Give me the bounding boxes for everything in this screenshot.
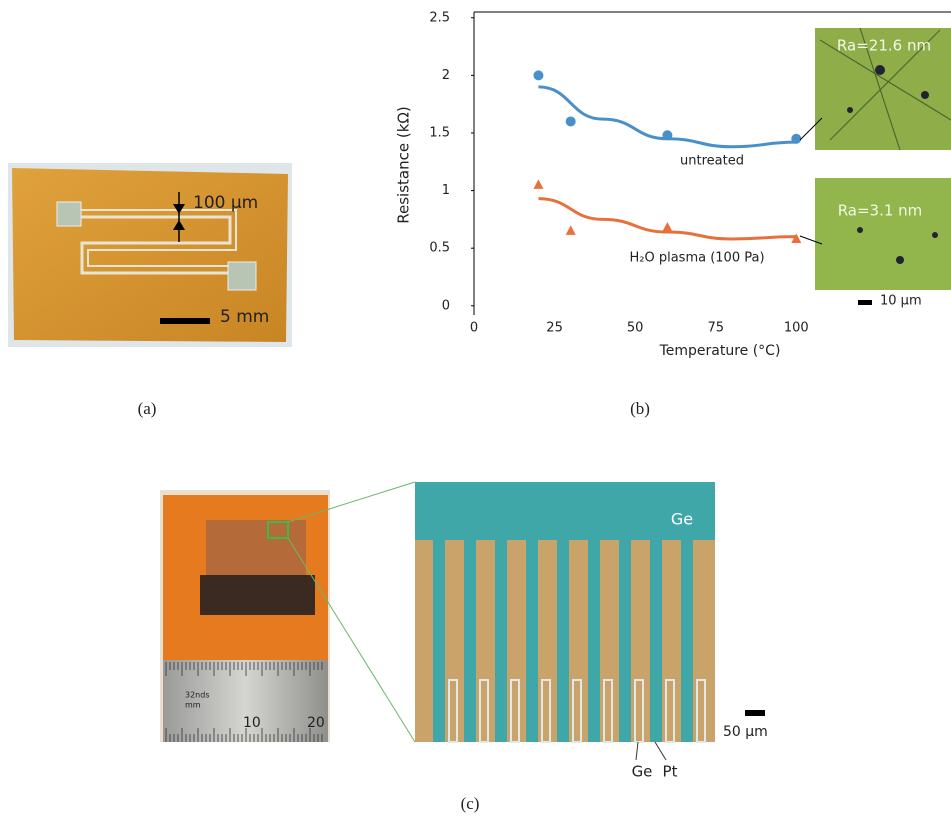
x-tick-label: 25 bbox=[546, 321, 563, 336]
point bbox=[533, 70, 543, 80]
x-axis-title: Temperature (°C) bbox=[659, 343, 781, 359]
contact-pad bbox=[57, 202, 81, 226]
y-tick-label: 2.5 bbox=[429, 10, 450, 25]
inset-pit bbox=[896, 256, 904, 264]
panel-label: (b) bbox=[630, 399, 650, 418]
ruler-text: mm bbox=[185, 701, 201, 710]
gap-label: 100 µm bbox=[193, 193, 258, 213]
point bbox=[566, 116, 576, 126]
series-label: untreated bbox=[680, 154, 744, 169]
y-tick-label: 2 bbox=[442, 68, 450, 83]
pointer bbox=[636, 742, 638, 760]
scale-bar bbox=[745, 710, 765, 716]
insets: Ra=21.6 nm Ra=3.1 nm 10 µm (b) bbox=[630, 28, 951, 418]
inset-pit bbox=[921, 91, 929, 99]
ge-finger bbox=[495, 540, 507, 742]
y-tick-label: 0 bbox=[442, 298, 450, 313]
material-label: Pt bbox=[663, 763, 678, 781]
contact-pad bbox=[228, 262, 256, 290]
scale-bar bbox=[160, 318, 210, 324]
material-label: Ge bbox=[671, 510, 693, 529]
pointer bbox=[655, 742, 666, 760]
panel-c: 32nds mm 10 20 Ge Ge Pt 50 µm (c) bbox=[160, 482, 768, 813]
y-axis-title: Resistance (kΩ) bbox=[395, 106, 413, 223]
ge-finger bbox=[433, 540, 445, 742]
point bbox=[566, 225, 576, 235]
scale-label: 50 µm bbox=[723, 724, 768, 740]
inset-image bbox=[815, 178, 951, 290]
x-tick-label: 75 bbox=[707, 321, 724, 336]
inset-pit bbox=[857, 227, 863, 233]
ge-finger bbox=[588, 540, 600, 742]
inset-pit bbox=[875, 65, 885, 75]
scale-label: 10 µm bbox=[880, 294, 922, 309]
scale-label: 5 mm bbox=[220, 307, 269, 327]
ge-finger bbox=[619, 540, 631, 742]
point bbox=[662, 222, 672, 232]
ge-finger bbox=[557, 540, 569, 742]
y-tick-label: 1.5 bbox=[429, 125, 450, 140]
series-label: H₂O plasma (100 Pa) bbox=[629, 251, 764, 266]
figure: 100 µm 5 mm (a) Resistance (kΩ) Temperat… bbox=[0, 0, 951, 835]
point bbox=[791, 134, 801, 144]
panel-label: (c) bbox=[461, 794, 480, 813]
ge-finger bbox=[464, 540, 476, 742]
scale-bar bbox=[858, 300, 872, 305]
ruler-number: 20 bbox=[307, 715, 325, 731]
x-tick-label: 100 bbox=[784, 321, 809, 336]
fit-curve bbox=[538, 199, 796, 239]
panel-a: 100 µm 5 mm (a) bbox=[8, 163, 292, 418]
clip bbox=[200, 575, 315, 615]
point bbox=[791, 233, 801, 243]
ruler-text: 32nds bbox=[185, 691, 210, 700]
x-tick-label: 0 bbox=[470, 321, 478, 336]
panel-label: (a) bbox=[138, 399, 157, 418]
inset-pit bbox=[847, 107, 853, 113]
ge-finger bbox=[526, 540, 538, 742]
inset-pit bbox=[932, 232, 938, 238]
y-tick-label: 1 bbox=[442, 183, 450, 198]
ge-finger bbox=[681, 540, 693, 742]
inset-label: Ra=3.1 nm bbox=[838, 202, 923, 220]
x-tick-label: 50 bbox=[627, 321, 644, 336]
material-label: Ge bbox=[632, 763, 653, 781]
y-tick-label: 0.5 bbox=[429, 241, 450, 256]
sensor-film bbox=[206, 520, 306, 580]
inset-label: Ra=21.6 nm bbox=[837, 37, 931, 55]
ruler-number: 10 bbox=[243, 715, 261, 731]
point bbox=[533, 179, 543, 189]
ge-finger bbox=[650, 540, 662, 742]
point bbox=[662, 130, 672, 140]
